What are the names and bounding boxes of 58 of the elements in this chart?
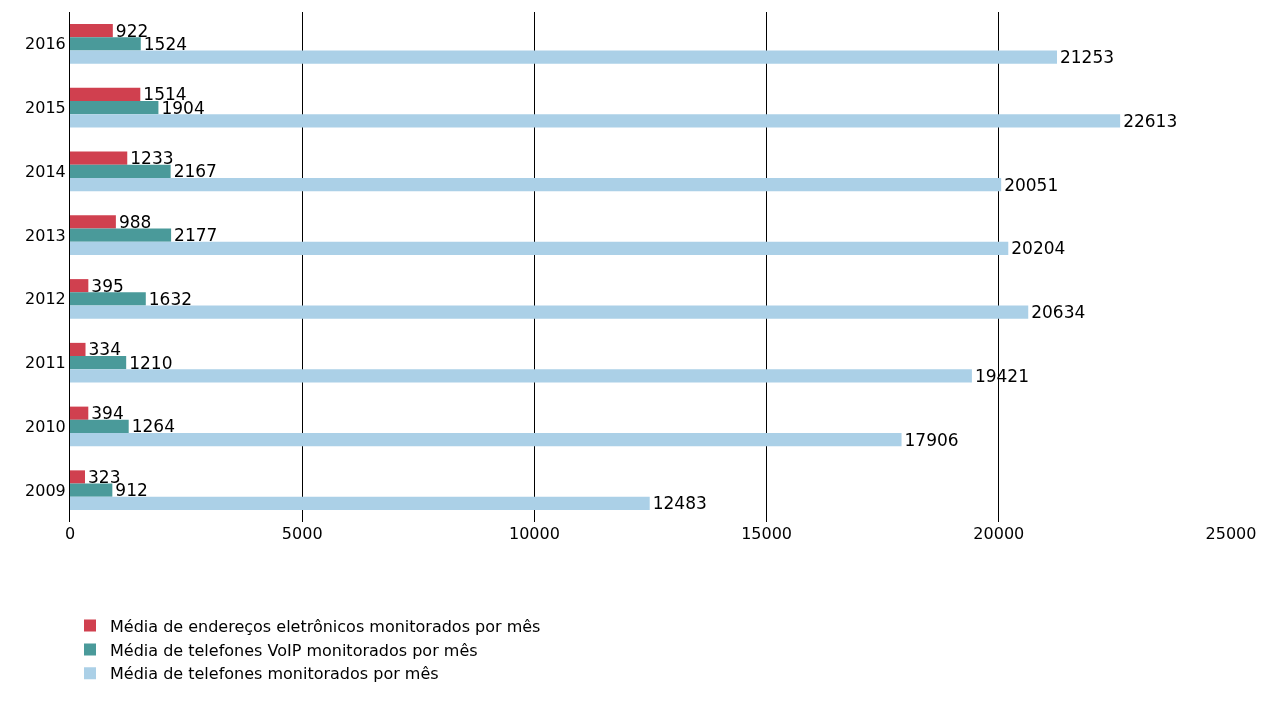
data-label: 2167 — [173, 161, 217, 182]
data-label: 1210 — [129, 352, 173, 373]
legend-label: Média de endereços eletrônicos monitorados por mês — [110, 616, 541, 636]
y-tick-label: 2015 — [25, 98, 66, 118]
data-label: 334 — [88, 339, 121, 360]
legend-label: Média de telefones monitorados por mês — [110, 664, 439, 684]
bar — [70, 151, 128, 165]
bar — [70, 241, 1009, 255]
x-tick-label: 15000 — [741, 524, 793, 543]
bar — [70, 470, 85, 484]
data-label: 21253 — [1059, 47, 1115, 68]
y-tick-label: 2014 — [25, 161, 66, 181]
legend-label: Média de telefones VoIP monitorados por mês — [110, 640, 478, 660]
bar — [70, 406, 89, 420]
y-tick-label: 2011 — [25, 353, 66, 373]
bar — [70, 87, 141, 102]
bar — [70, 369, 972, 383]
x-tick-label: 5000 — [281, 524, 323, 543]
bar — [70, 419, 129, 433]
y-tick-label: 2009 — [25, 480, 66, 500]
y-tick-label: 2013 — [25, 225, 66, 245]
data-label: 22613 — [1123, 110, 1178, 131]
bar — [70, 432, 902, 447]
x-tick-label: 10000 — [508, 524, 560, 543]
bar — [70, 292, 146, 306]
data-label: 20051 — [1004, 174, 1059, 195]
bar — [70, 356, 127, 370]
bar — [70, 215, 116, 229]
x-tick-label: 25000 — [1205, 524, 1257, 543]
data-label: 988 — [118, 211, 152, 232]
y-tick-label: 2010 — [25, 416, 66, 436]
data-label: 1264 — [131, 416, 175, 437]
bar — [70, 305, 1029, 319]
data-label: 2177 — [174, 225, 218, 246]
x-tick-label: 0 — [64, 524, 76, 543]
bar — [70, 50, 1057, 64]
bar — [70, 101, 159, 115]
data-label: 1632 — [148, 288, 193, 309]
bar — [70, 114, 1121, 128]
bar — [70, 24, 113, 38]
data-label: 20204 — [1011, 238, 1066, 259]
data-label: 395 — [91, 275, 124, 296]
data-label: 394 — [91, 403, 124, 424]
x-tick-label: 20000 — [973, 524, 1025, 543]
data-label: 20634 — [1031, 302, 1086, 323]
bar — [70, 279, 89, 293]
bar — [70, 483, 113, 497]
y-tick-label: 2012 — [25, 289, 66, 309]
bar — [70, 342, 86, 357]
bar — [70, 496, 650, 510]
data-label: 17906 — [904, 429, 959, 450]
data-label: 12483 — [652, 493, 707, 514]
bar — [70, 37, 141, 51]
bar — [70, 164, 171, 178]
bar — [70, 177, 1002, 192]
data-label: 1233 — [130, 148, 174, 169]
bar — [70, 228, 172, 242]
y-tick-label: 2016 — [25, 34, 66, 54]
